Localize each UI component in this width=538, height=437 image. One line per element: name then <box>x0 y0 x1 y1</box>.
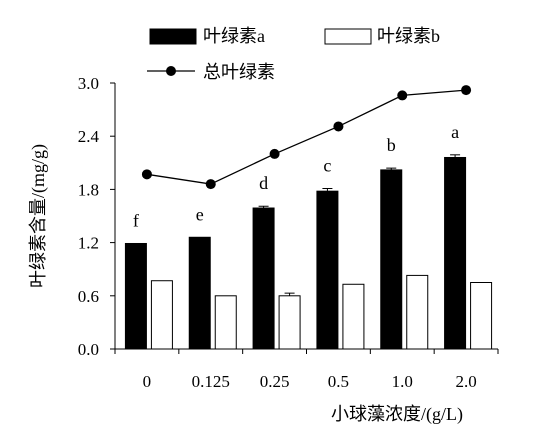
y-tick-label: 2.4 <box>78 127 100 146</box>
x-tick-label: 0.125 <box>192 372 230 391</box>
significance-letter: c <box>323 156 331 176</box>
bar-chl-b <box>214 295 237 350</box>
significance-letter: f <box>133 210 139 230</box>
y-tick-label: 1.8 <box>78 180 99 199</box>
x-tick-label: 0 <box>143 372 152 391</box>
bar-chl-b <box>406 274 429 350</box>
point-total <box>141 169 152 180</box>
y-tick-label: 0.6 <box>78 287 99 306</box>
x-tick-label: 0.25 <box>260 372 290 391</box>
significance-letter: a <box>451 122 459 142</box>
line-total <box>146 89 467 185</box>
bar-chl-b <box>342 283 365 350</box>
bar-chl-a <box>316 190 339 350</box>
y-axis-title: 叶绿素含量/(mg/g) <box>28 144 49 288</box>
x-tick-label: 1.0 <box>392 372 413 391</box>
legend-swatch-chl-b <box>324 28 372 45</box>
bar-chl-b <box>470 282 493 350</box>
legend-marker-total <box>166 66 176 76</box>
bar-chl-b <box>150 280 173 350</box>
point-total <box>269 148 280 159</box>
x-tick-label: 2.0 <box>455 372 476 391</box>
legend-label-chl-b: 叶绿素b <box>377 26 440 46</box>
x-axis-title: 小球藻浓度/(g/L) <box>331 404 463 425</box>
point-total <box>333 121 344 132</box>
bar-chl-a <box>380 169 403 350</box>
plot-area: 0.0 0.6 1.2 1.8 2.4 3.0 0 0.125 0.25 0.5 1.0 2.0 f e d… <box>78 74 499 391</box>
y-tick-label: 1.2 <box>78 234 99 253</box>
legend-label-total: 总叶绿素 <box>203 62 275 82</box>
y-tick-label: 0.0 <box>78 340 99 359</box>
significance-letter: e <box>196 204 204 224</box>
bar-chl-a <box>124 242 147 350</box>
point-total <box>461 85 472 96</box>
legend-label-chl-a: 叶绿素a <box>203 26 265 46</box>
bar-chl-a <box>252 207 275 350</box>
legend-swatch-chl-a <box>149 28 197 45</box>
x-tick-label: 0.5 <box>328 372 349 391</box>
bar-chl-b <box>278 295 301 350</box>
bar-chl-a <box>444 156 467 350</box>
point-total <box>205 179 216 190</box>
chart-legend: 叶绿素a 叶绿素b 总叶绿素 <box>147 26 440 82</box>
y-tick-label: 3.0 <box>78 74 99 93</box>
significance-letter: d <box>259 173 268 193</box>
point-total <box>397 90 408 101</box>
bar-chl-a <box>188 236 211 350</box>
significance-letter: b <box>387 135 396 155</box>
